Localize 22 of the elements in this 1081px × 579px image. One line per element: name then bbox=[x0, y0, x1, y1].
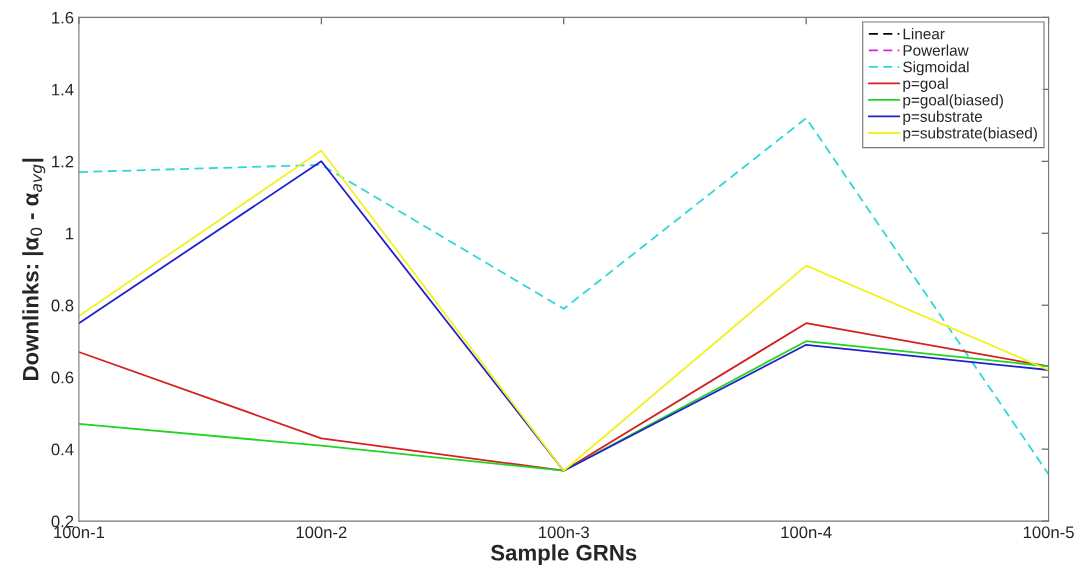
x-tick-label: 100n-2 bbox=[296, 526, 347, 539]
y-tick-label: 1.6 bbox=[52, 11, 74, 24]
legend-label: p=goal(biased) bbox=[903, 94, 1003, 109]
legend-label: Powerlaw bbox=[903, 44, 969, 56]
y-tick-label: 0.6 bbox=[51, 371, 74, 384]
x-tick-label: 100n-4 bbox=[781, 526, 832, 539]
y-tick-label: 1.4 bbox=[52, 83, 74, 96]
legend-label: p=substrate bbox=[903, 110, 983, 125]
y-tick-label: 0.4 bbox=[51, 443, 74, 456]
y-tick-label: 0.2 bbox=[51, 515, 74, 528]
x-tick-label: 100n-3 bbox=[539, 526, 589, 539]
y-tick-label: 1 bbox=[66, 227, 74, 240]
x-axis-title: Sample GRNs bbox=[490, 544, 637, 565]
y-axis-title: Downlinks: |α$_{0}$ - α$_{avg}$| bbox=[22, 158, 46, 380]
x-tick-label: 100n-5 bbox=[1023, 526, 1074, 539]
legend-label: Linear bbox=[903, 28, 945, 40]
legend-label: p=goal bbox=[903, 77, 948, 92]
legend-label: p=substrate(biased) bbox=[903, 127, 1037, 142]
legend-label: Sigmoidal bbox=[903, 61, 969, 76]
y-tick-label: 1.2 bbox=[52, 155, 74, 168]
y-tick-label: 0.8 bbox=[51, 299, 74, 312]
x-tick-label: 100n-1 bbox=[54, 526, 105, 539]
